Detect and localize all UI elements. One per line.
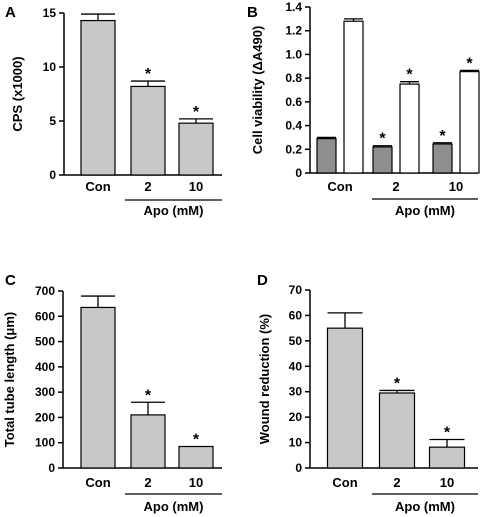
significance-star: *: [394, 375, 401, 392]
panel-c: C Total tube length (μm) 0 100 200 300 400 500 6…: [2, 272, 222, 514]
significance-star: *: [439, 128, 446, 145]
x-category-label: Con: [85, 475, 110, 490]
significance-star: *: [379, 131, 386, 148]
x-category-label: 10: [189, 179, 203, 194]
y-tick-label: 0: [295, 461, 302, 475]
group-label: Apo (mM): [395, 499, 455, 514]
x-category-label: 2: [392, 179, 399, 194]
panel-letter: D: [257, 272, 268, 289]
y-tick-label: 1.0: [285, 47, 302, 61]
y-tick-label: 20: [289, 410, 303, 424]
x-category-label: Con: [327, 179, 352, 194]
bar: [372, 146, 393, 174]
y-axis-label: Wound reduction (%): [257, 314, 272, 444]
y-tick-label: 60: [289, 308, 303, 322]
y-tick-label: 1.4: [285, 0, 302, 14]
bar: [178, 122, 214, 176]
panel-letter: A: [5, 4, 16, 21]
significance-star: *: [145, 387, 152, 404]
y-tick-label: 0.8: [285, 71, 302, 85]
y-axis-label: CPS (x1000): [10, 56, 25, 131]
panel-d: D Wound reduction (%) 0 10 20 30 40 50 60 70 Con * 2…: [257, 272, 478, 514]
significance-star: *: [193, 432, 200, 449]
significance-star: *: [406, 67, 413, 84]
x-category-label: 2: [144, 475, 151, 490]
y-tick-label: 10: [43, 60, 57, 74]
y-tick-label: 0: [49, 168, 56, 182]
bar: [130, 414, 166, 469]
x-category-label: 10: [449, 179, 463, 194]
y-tick-label: 0.4: [285, 119, 302, 133]
y-tick-label: 70: [289, 283, 303, 297]
bar: [459, 71, 480, 174]
y-tick-label: 30: [289, 385, 303, 399]
y-axis-label: Cell viability (ΔA490): [250, 26, 265, 155]
y-tick-label: 500: [35, 335, 55, 349]
y-tick-label: 10: [289, 436, 303, 450]
bar: [428, 446, 466, 469]
panel-letter: B: [247, 4, 258, 21]
x-category-label: 10: [189, 475, 203, 490]
y-tick-label: 100: [35, 436, 55, 450]
y-tick-label: 0: [295, 166, 302, 180]
bar: [343, 20, 364, 174]
y-tick-label: 300: [35, 385, 55, 399]
y-axis-label: Total tube length (μm): [2, 312, 17, 448]
y-tick-label: 0: [48, 461, 55, 475]
bar: [80, 19, 116, 176]
significance-star: *: [193, 104, 200, 121]
panel-a: A CPS (x1000) 0 5 10 15 Con * 2 * 10 Apo (mM): [5, 4, 222, 218]
y-tick-label: 5: [49, 114, 56, 128]
y-tick-label: 600: [35, 309, 55, 323]
y-tick-label: 0.2: [285, 142, 302, 156]
group-label: Apo (mM): [144, 203, 204, 218]
bar: [80, 306, 116, 469]
y-tick-label: 0.6: [285, 95, 302, 109]
x-category-label: 2: [144, 179, 151, 194]
panel-letter: C: [5, 272, 16, 289]
x-category-label: Con: [332, 475, 357, 490]
bar: [130, 85, 166, 176]
x-category-label: Con: [85, 179, 110, 194]
significance-star: *: [444, 425, 451, 442]
y-tick-label: 40: [289, 359, 303, 373]
y-tick-label: 200: [35, 410, 55, 424]
group-label: Apo (mM): [395, 203, 455, 218]
group-label: Apo (mM): [144, 499, 204, 514]
y-tick-label: 400: [35, 360, 55, 374]
y-tick-label: 1.2: [285, 24, 302, 38]
significance-star: *: [145, 66, 152, 83]
panel-b: B Cell viability (ΔA490) 0 0.2 0.4 0.6 0.8 1.0 1…: [247, 0, 480, 218]
bar: [399, 83, 420, 174]
significance-star: *: [466, 55, 473, 72]
y-tick-label: 700: [35, 284, 55, 298]
x-category-label: 2: [393, 475, 400, 490]
y-tick-label: 50: [289, 334, 303, 348]
bar: [326, 327, 364, 469]
y-tick-label: 15: [43, 6, 57, 20]
x-category-label: 10: [440, 475, 454, 490]
bar: [378, 392, 416, 469]
bar: [316, 138, 337, 174]
bar: [432, 143, 453, 174]
bar: [178, 445, 214, 469]
